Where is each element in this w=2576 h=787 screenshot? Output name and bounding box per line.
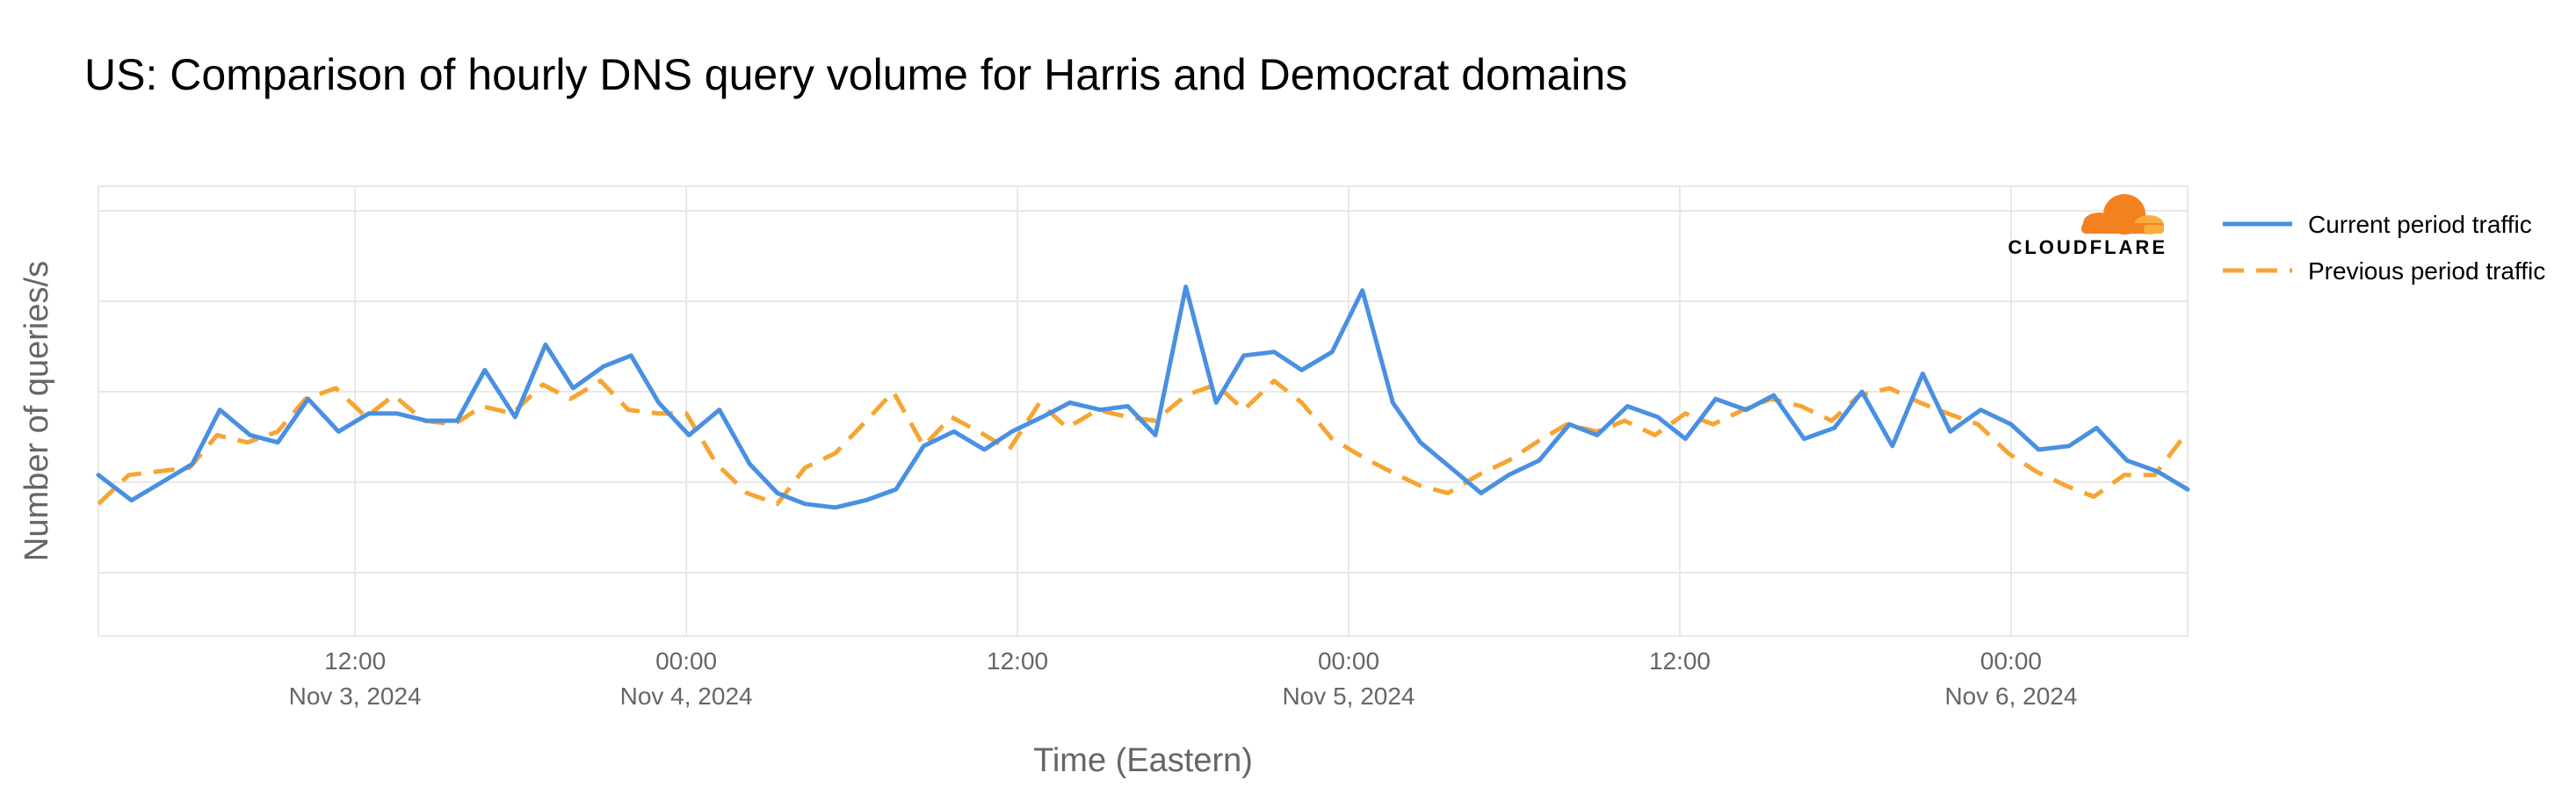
x-tick-label-time: 12:00: [987, 647, 1048, 675]
x-tick-label-date: Nov 5, 2024: [1283, 682, 1415, 710]
legend-label-current: Current period traffic: [2308, 211, 2532, 238]
cloudflare-wordmark: CLOUDFLARE: [2008, 236, 2167, 258]
x-tick-label-date: Nov 3, 2024: [289, 682, 422, 710]
y-axis-title: Number of queries/s: [18, 261, 55, 561]
x-axis-ticks: 12:00 Nov 3, 2024 00:00 Nov 4, 2024 12:00 00:…: [289, 647, 2078, 710]
x-tick-label-time: 00:00: [1980, 647, 2042, 675]
x-tick-label-time: 00:00: [1318, 647, 1379, 675]
plot-area-border: [98, 185, 2189, 637]
x-tick-label-time: 12:00: [1649, 647, 1711, 675]
chart-title: US: Comparison of hourly DNS query volum…: [84, 50, 1628, 99]
cloudflare-cloud-icon: [2081, 194, 2164, 235]
legend-item-previous[interactable]: Previous period traffic: [2223, 257, 2545, 285]
x-axis-title: Time (Eastern): [1033, 742, 1253, 779]
x-tick-label-time: 00:00: [655, 647, 717, 675]
x-tick-label-date: Nov 4, 2024: [620, 682, 753, 710]
grid-lines: [98, 186, 2188, 636]
x-tick-label-time: 12:00: [324, 647, 386, 675]
series-lines: [96, 285, 2190, 510]
x-tick-label-date: Nov 6, 2024: [1944, 682, 2077, 710]
series-line-current-period: [96, 285, 2190, 510]
legend-item-current[interactable]: Current period traffic: [2223, 211, 2532, 238]
legend-label-previous: Previous period traffic: [2308, 257, 2545, 285]
cloudflare-logo: CLOUDFLARE: [2008, 194, 2167, 258]
series-line-previous-period: [97, 379, 2187, 507]
legend: Current period traffic Previous period t…: [2223, 211, 2545, 285]
